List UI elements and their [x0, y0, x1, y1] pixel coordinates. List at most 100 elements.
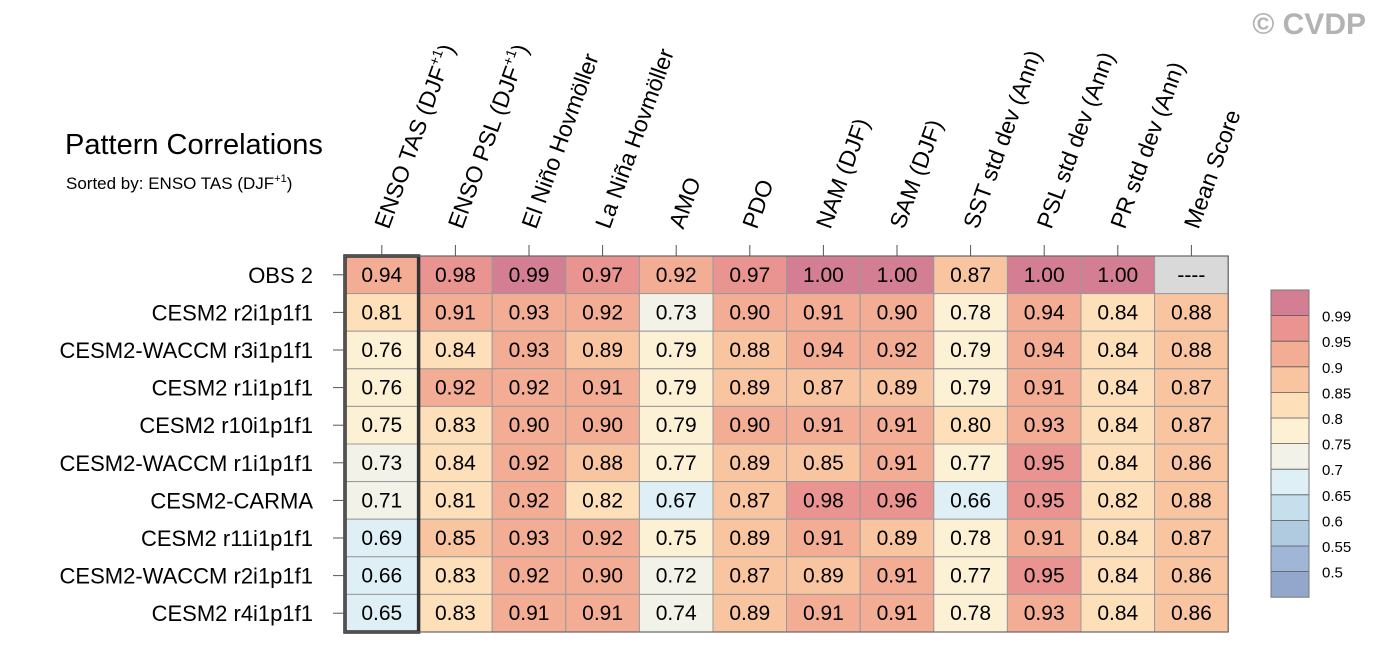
cell-value: 0.80: [950, 414, 991, 437]
colorbar-bin: [1271, 392, 1309, 418]
heatmap-cell: [1006, 443, 1082, 483]
cell-value: 0.99: [509, 264, 550, 287]
heatmap-cell: [491, 518, 567, 558]
cell-value: 0.89: [729, 602, 770, 625]
heatmap-cell: [786, 405, 861, 445]
cell-value: 0.95: [1024, 565, 1065, 588]
column-label: PR std dev (Ann): [1105, 58, 1189, 231]
colorbar-bin: [1271, 469, 1309, 495]
subtitle-suffix: ): [287, 174, 293, 193]
cell-value: 0.93: [1024, 602, 1065, 625]
column-label: NAM (DJF): [811, 115, 875, 232]
colorbar-bin: [1271, 494, 1309, 521]
cell-value: 0.76: [361, 339, 402, 362]
heatmap-cell: [1006, 255, 1082, 295]
cell-value: 0.65: [361, 602, 402, 625]
heatmap-cell: [418, 293, 493, 332]
cell-value: 0.90: [729, 414, 770, 437]
heatmap-cell: [565, 593, 640, 633]
cell-value: 0.87: [1171, 377, 1212, 400]
row-label: CESM2 r4i1p1f1: [152, 601, 313, 626]
cell-value: 0.66: [950, 489, 991, 512]
cell-value: 0.84: [1097, 565, 1138, 588]
colorbar-label: 0.5: [1322, 565, 1343, 582]
cell-value: 0.93: [509, 339, 550, 362]
cell-value: 0.90: [729, 301, 770, 324]
cell-value: 0.67: [656, 489, 697, 512]
cell-value: 0.83: [435, 414, 476, 437]
heatmap-cell: [1080, 368, 1156, 407]
cell-value: 1.00: [1024, 264, 1065, 287]
cell-value: 0.77: [950, 452, 991, 475]
cell-value: 0.94: [803, 339, 844, 362]
heatmap-cell: [859, 405, 935, 445]
cell-value: 0.93: [509, 301, 550, 324]
cell-value: 1.00: [803, 264, 844, 287]
heatmap-cell: [786, 443, 861, 483]
cell-value: 0.98: [435, 264, 476, 287]
cell-value: 0.92: [877, 339, 918, 362]
colorbar-label: 0.85: [1322, 385, 1351, 402]
heatmap-cell: [565, 481, 640, 520]
row-label: CESM2-WACCM r2i1p1f1: [60, 564, 313, 589]
cell-value: 0.87: [1171, 527, 1212, 550]
cell-value: 0.95: [1024, 452, 1065, 475]
cell-value: 0.93: [509, 527, 550, 550]
cell-value: 0.84: [1097, 602, 1138, 625]
cell-value: 0.89: [729, 377, 770, 400]
row-label: CESM2-CARMA: [150, 488, 313, 513]
heatmap-cell: [418, 405, 493, 445]
heatmap-cell: [786, 293, 861, 332]
cell-value: 0.77: [656, 452, 697, 475]
cell-value: 0.91: [803, 527, 844, 550]
colorbar-label: 0.65: [1322, 488, 1351, 505]
heatmap-cell: [712, 556, 788, 595]
cell-value: 0.79: [656, 414, 697, 437]
column-label: PDO: [737, 176, 778, 232]
cell-value: 0.91: [803, 602, 844, 625]
subtitle-prefix: Sorted by: ENSO TAS (DJF: [66, 174, 274, 193]
heatmap-cell: [638, 481, 714, 520]
cell-value: 0.84: [1097, 452, 1138, 475]
cell-value: 0.92: [509, 452, 550, 475]
heatmap-cell: [565, 556, 640, 595]
cell-value: 0.91: [509, 602, 550, 625]
cell-value: 0.73: [656, 301, 697, 324]
cell-value: 0.92: [656, 264, 697, 287]
colorbar-bin: [1271, 443, 1309, 470]
column-label: El Niño Hovmöller: [516, 50, 603, 232]
cell-value: 0.84: [435, 339, 476, 362]
cvdp-watermark: © CVDP: [1252, 8, 1366, 41]
heatmap-cell: [933, 443, 1008, 483]
cell-value: 1.00: [877, 264, 918, 287]
column-label: AMO: [663, 174, 705, 232]
colorbar-bin: [1271, 571, 1309, 598]
heatmap-cell: [1154, 593, 1229, 633]
cell-value: 0.90: [582, 565, 623, 588]
colorbar-label: 0.75: [1322, 437, 1351, 454]
cell-value: 0.78: [950, 527, 991, 550]
heatmap-cell: [1154, 556, 1229, 595]
cell-value: 0.78: [950, 301, 991, 324]
heatmap-cell: [712, 443, 788, 483]
cell-value: 0.79: [656, 339, 697, 362]
column-label: PSL std dev (Ann): [1031, 48, 1119, 231]
heatmap-cell: [638, 593, 714, 633]
heatmap-cell: [1080, 593, 1156, 633]
cell-value: 0.89: [877, 377, 918, 400]
cell-value: 0.79: [656, 377, 697, 400]
colorbar-label: 0.55: [1322, 539, 1351, 556]
cell-value: 0.94: [361, 264, 402, 287]
heatmap-cell: [1080, 518, 1156, 558]
cell-value: 0.84: [1097, 527, 1138, 550]
heatmap-cell: [859, 293, 935, 332]
heatmap-cell: [418, 593, 493, 633]
heatmap-cell: [933, 368, 1008, 407]
row-label: CESM2-WACCM r1i1p1f1: [60, 451, 313, 476]
cell-value: 0.91: [877, 452, 918, 475]
row-label: CESM2 r10i1p1f1: [139, 413, 313, 438]
column-label: La Niña Hovmöller: [590, 45, 679, 232]
chart-subtitle: Sorted by: ENSO TAS (DJF+1): [66, 173, 292, 193]
heatmap-cell: [1154, 368, 1229, 407]
cell-value: 0.89: [803, 565, 844, 588]
